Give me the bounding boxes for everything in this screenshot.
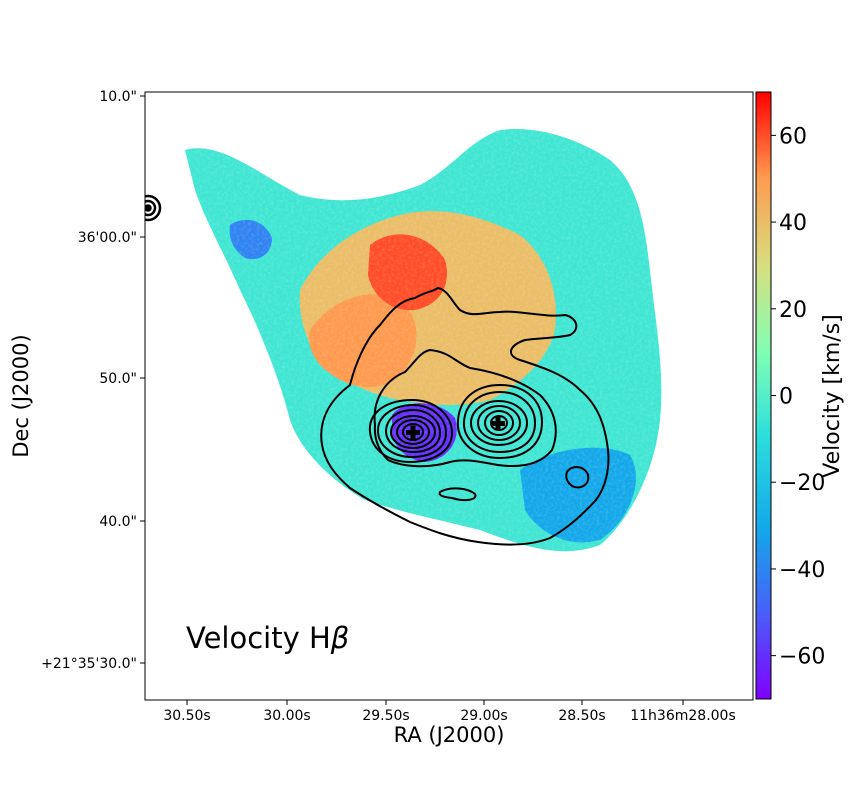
colorbar-tick-label: −40: [779, 558, 825, 583]
contour-east-2: [376, 403, 448, 459]
contour-inner-envelope: [373, 348, 557, 468]
x-tick-label: 30.50s: [163, 708, 210, 724]
x-tick-label: 28.50s: [558, 708, 605, 724]
contour-east-blob: [565, 466, 590, 489]
panel-label-beta: β: [330, 621, 350, 655]
panel-label-text: Velocity H: [186, 621, 331, 655]
colorbar-tick-label: 60: [779, 124, 807, 149]
contour-west-1: [456, 383, 544, 460]
contour-west-4: [477, 405, 521, 441]
contour-outer: [320, 286, 610, 546]
velocity-map-panel: [145, 92, 753, 700]
contour-east-6: [402, 423, 424, 441]
nucleus-marker-west: [491, 416, 505, 431]
colorbar-tick-label: 20: [779, 298, 807, 323]
contour-south-blob: [438, 487, 477, 502]
y-tick-label: 10.0": [99, 89, 137, 105]
x-axis-ticks: 30.50s 30.00s 29.50s 29.00s 28.50s 11h36m28.0…: [163, 700, 736, 724]
colorbar-tick-label: 0: [779, 385, 793, 410]
colorbar-tick-label: −60: [779, 645, 825, 670]
x-tick-label: 30.00s: [263, 708, 310, 724]
colorbar: 60 40 20 0 −20 −40 −60 Velocity [km/s]: [755, 91, 845, 700]
axes-frame: [144, 91, 754, 701]
x-tick-label: 29.00s: [460, 708, 507, 724]
field-speckle: [185, 125, 665, 555]
x-axis-label: RA (J2000): [394, 723, 505, 747]
beam-marker: [145, 194, 162, 222]
nucleus-marker-east: [406, 425, 420, 440]
colorbar-tick-label: −20: [779, 471, 825, 496]
y-axis-label: Dec (J2000): [9, 334, 33, 457]
x-tick-label: 11h36m28.00s: [630, 708, 736, 724]
x-tick-label: 29.50s: [362, 708, 409, 724]
y-tick-label: 50.0": [99, 371, 137, 387]
contour-west-3: [470, 400, 528, 446]
contour-west-5: [484, 410, 514, 436]
contour-east-5: [396, 419, 430, 445]
colorbar-label: Velocity [km/s]: [820, 314, 845, 478]
colorbar-ticks: 60 40 20 0 −20 −40 −60: [771, 124, 825, 670]
colorbar-tick-label: 40: [779, 211, 807, 236]
flux-contours: [320, 286, 610, 546]
y-tick-label: +21°35'30.0": [41, 656, 137, 672]
y-axis-ticks: 10.0" 36'00.0" 50.0" 40.0" +21°35'30.0": [41, 89, 145, 672]
panel-label: Velocity Hβ: [186, 621, 349, 655]
y-tick-label: 36'00.0": [78, 230, 137, 246]
y-tick-label: 40.0": [99, 514, 137, 530]
contour-east-4: [390, 415, 436, 449]
contour-east-3: [384, 408, 442, 454]
colorbar-gradient: [756, 92, 771, 699]
velocity-field: [185, 125, 665, 555]
contour-west-2: [462, 390, 537, 454]
contour-east-1: [368, 398, 454, 464]
